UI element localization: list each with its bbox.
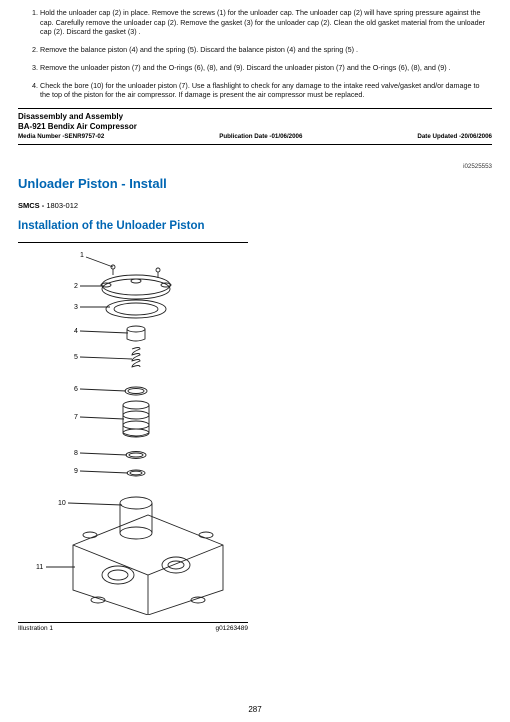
callout-label: 1 [80,252,84,259]
callout-label: 9 [74,468,78,475]
divider [18,622,248,623]
callout-label: 6 [74,386,78,393]
illustration-caption-right: g01263489 [215,625,248,632]
meta-product: BA-921 Bendix Air Compressor [18,122,492,131]
meta-updated: Date Updated -20/06/2006 [417,133,492,140]
callout-label: 10 [58,500,66,507]
document-meta: Disassembly and Assembly BA-921 Bendix A… [18,112,492,140]
document-id: i02525553 [18,163,492,170]
smcs-value: 1803-012 [46,201,78,210]
section-heading: Installation of the Unloader Piston [18,220,492,232]
exploded-diagram: 1 2 3 4 5 6 7 8 9 10 11 [18,245,248,615]
meta-pubdate: Publication Date -01/06/2006 [219,133,302,140]
callout-label: 3 [74,304,78,311]
callout-label: 8 [74,450,78,457]
step-item: Hold the unloader cap (2) in place. Remo… [40,8,492,37]
step-item: Remove the unloader piston (7) and the O… [40,63,492,73]
illustration-caption-left: Illustration 1 [18,625,53,632]
callout-label: 11 [36,564,43,571]
divider [18,242,248,243]
page-title: Unloader Piston - Install [18,176,492,191]
illustration-block: 1 2 3 4 5 6 7 8 9 10 11 Illustration 1 g… [18,242,248,632]
step-item: Check the bore (10) for the unloader pis… [40,81,492,100]
callout-label: 7 [74,414,78,421]
page-number: 287 [0,705,510,714]
divider [18,108,492,109]
smcs-label: SMCS - [18,201,46,210]
callout-label: 2 [74,283,78,290]
meta-section: Disassembly and Assembly [18,112,492,121]
callout-label: 4 [74,328,78,335]
divider [18,144,492,145]
callout-label: 5 [74,354,78,361]
step-item: Remove the balance piston (4) and the sp… [40,45,492,55]
smcs-code: SMCS - 1803-012 [18,201,492,210]
procedure-steps: Hold the unloader cap (2) in place. Remo… [18,8,492,100]
meta-media: Media Number -SENR9757-02 [18,133,104,140]
